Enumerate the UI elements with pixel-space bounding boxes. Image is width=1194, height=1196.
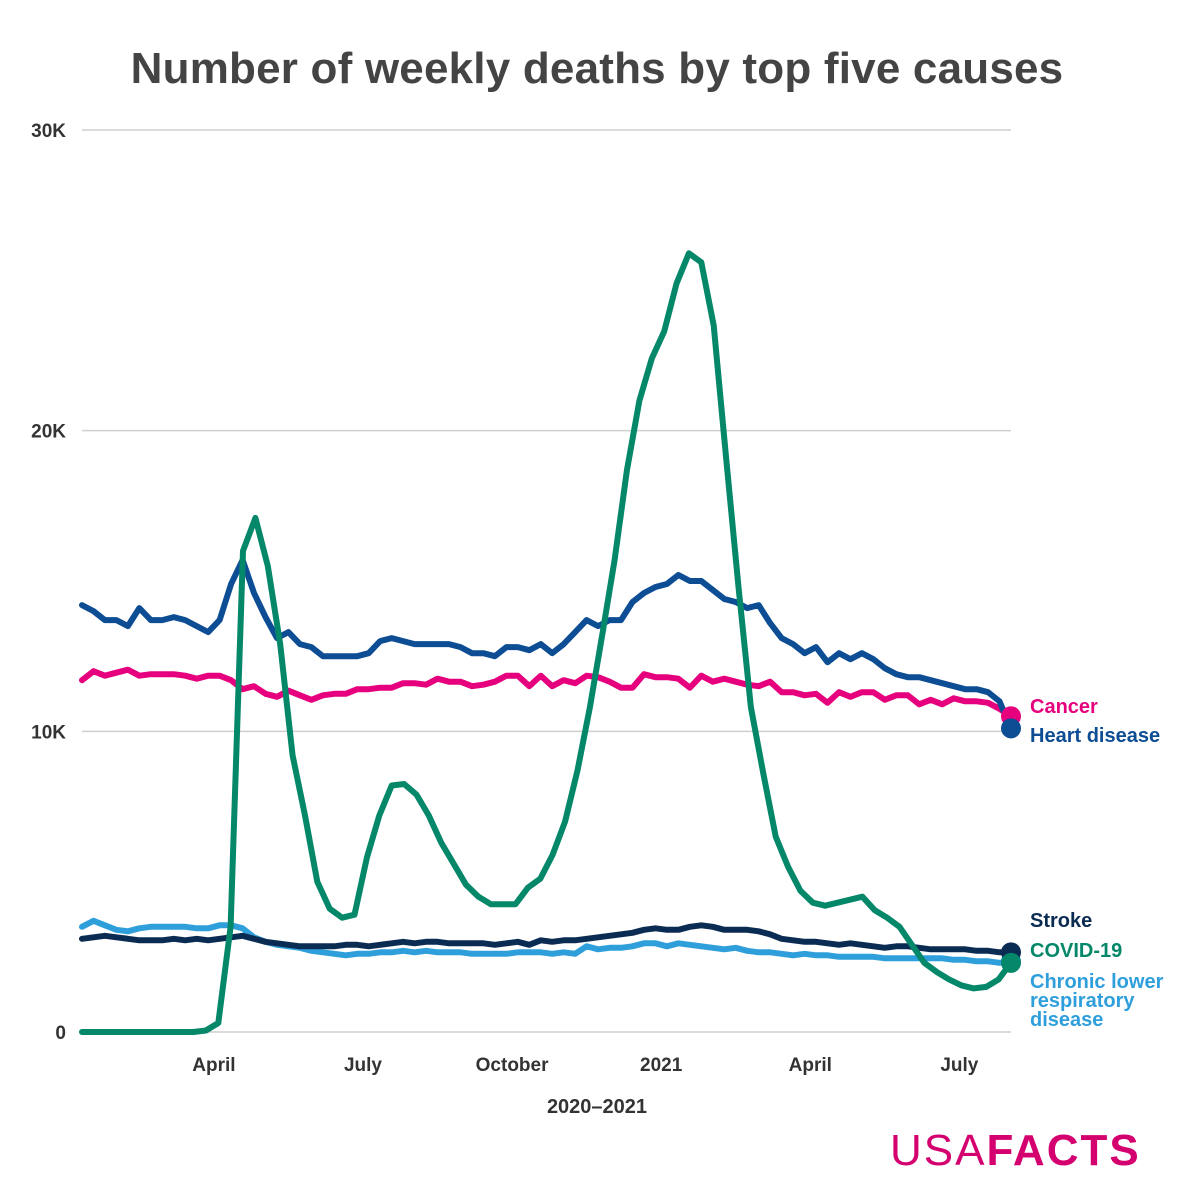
end-marker-covid-19 — [1001, 952, 1021, 973]
label-heart-disease: Heart disease — [1030, 725, 1160, 747]
y-tick-label: 10K — [31, 722, 66, 743]
y-tick-label: 20K — [31, 422, 66, 443]
label-chronic-lower-respiratory-disease-line1: Chronic lower — [1030, 971, 1164, 993]
gridlines — [82, 129, 1011, 1033]
usafacts-logo: USAFACTS — [890, 1126, 1141, 1175]
x-tick-label: April — [192, 1055, 235, 1076]
x-tick-label: October — [476, 1055, 549, 1076]
label-chronic-lower-respiratory-disease-line3: disease — [1030, 1009, 1103, 1031]
series-line-covid-19 — [79, 250, 1014, 1035]
label-covid-19: COVID-19 — [1030, 940, 1122, 962]
x-axis-label: 2020–2021 — [547, 1096, 647, 1118]
x-tick-label: April — [789, 1055, 832, 1076]
label-chronic-lower-respiratory-disease-line2: respiratory — [1030, 990, 1135, 1012]
series-line-cancer — [79, 666, 1014, 720]
x-tick-label: July — [344, 1055, 382, 1076]
series-labels: Cancer Heart disease Stroke COVID-19 Chr… — [1030, 696, 1164, 1031]
chart-title: Number of weekly deaths by top five caus… — [130, 44, 1064, 93]
series-line-stroke — [79, 922, 1014, 956]
x-tick-label: July — [940, 1055, 978, 1076]
end-marker-heart-disease — [1001, 718, 1021, 739]
x-tick-label: 2021 — [640, 1055, 683, 1076]
series-line-heart-disease — [79, 557, 1014, 732]
x-axis-ticks: April July October 2021 April July — [192, 1055, 979, 1076]
series-line-chronic-lower-respiratory-disease — [79, 917, 1014, 966]
y-axis-ticks: 0 10K 20K 30K — [31, 121, 66, 1044]
label-stroke: Stroke — [1030, 910, 1092, 932]
label-cancer: Cancer — [1030, 696, 1098, 718]
y-tick-label: 30K — [31, 121, 66, 142]
series-lines — [79, 250, 1014, 1035]
y-tick-label: 0 — [55, 1023, 66, 1044]
series-end-markers — [1001, 706, 1021, 973]
